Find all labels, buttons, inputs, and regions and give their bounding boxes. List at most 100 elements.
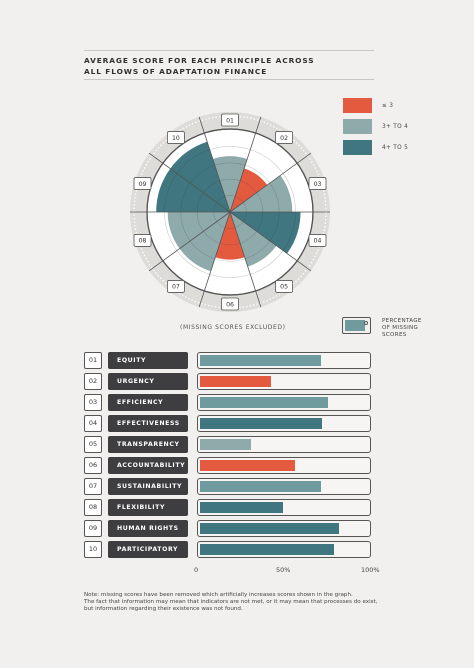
footnote: Note: missing scores have been removed w…: [84, 592, 384, 612]
bar-category-label: TRANSPARENCY: [108, 436, 188, 453]
bar-category-label: FLEXIBILITY: [108, 499, 188, 516]
bar-category-label: HUMAN RIGHTS: [108, 520, 188, 537]
radar-label-box-09: [133, 177, 152, 190]
bar-fill-05: [200, 439, 251, 450]
bar-number-10: 10: [84, 541, 102, 558]
legend-item-low: ≤ 3: [343, 98, 393, 113]
radar-chart: 01 02 03 04 05 06 07 08 09 10: [130, 112, 330, 312]
radar-label-04: 04: [314, 238, 322, 245]
radar-label-box-05: [275, 280, 293, 293]
footnote-line-1: Note: missing scores have been removed w…: [84, 592, 353, 598]
legend-swatch-high: [343, 140, 372, 155]
legend-swatch-mid: [343, 119, 372, 134]
radar-sector-08: [167, 212, 230, 249]
radar-sector-03: [230, 175, 293, 212]
radar-label-02: 02: [280, 135, 288, 142]
top-rule: [84, 50, 374, 51]
radar-sector-09: [156, 168, 230, 212]
radar-sector-05: [230, 212, 277, 267]
axis-label-50: 50%: [276, 566, 291, 574]
bar-number-06: 06: [84, 457, 102, 474]
bar-track: [197, 520, 371, 537]
bar-fill-03: [200, 397, 328, 408]
legend-label-mid: 3+ TO 4: [382, 123, 409, 130]
bar-category-label: PARTICIPATORY: [108, 541, 188, 558]
radar-label-box-08: [133, 234, 152, 247]
radar-label-box-03: [308, 177, 327, 190]
radar-sector-10: [170, 141, 230, 212]
bar-number-08: 08: [84, 499, 102, 516]
radar-label-box-04: [308, 234, 327, 247]
bar-fill-02: [200, 376, 272, 387]
radar-label-box-01: [221, 113, 239, 127]
footnote-line-2: The fact that information may mean that …: [84, 598, 378, 605]
radar-label-06: 06: [226, 301, 234, 308]
bar-number-01: 01: [84, 352, 102, 369]
bar-category-label: ACCOUNTABILITY: [108, 457, 188, 474]
bar-number-09: 09: [84, 520, 102, 537]
title-line-2: ALL FLOWS OF ADAPTATION FINANCE: [84, 66, 268, 76]
bar-track: [197, 436, 371, 453]
radar-label-box-10: [167, 131, 185, 144]
bar-track: [197, 457, 371, 474]
bar-fill-10: [200, 544, 335, 555]
radar-label-box-07: [167, 280, 185, 293]
bar-number-04: 04: [84, 415, 102, 432]
missing-scores-note: (MISSING SCORES EXCLUDED): [180, 324, 286, 331]
percentage-legend-marker: [364, 321, 368, 325]
footnote-line-3: but information regarding their existenc…: [84, 605, 243, 612]
bar-track: [197, 541, 371, 558]
bar-number-02: 02: [84, 373, 102, 390]
bar-fill-07: [200, 481, 321, 492]
radar-label-01: 01: [226, 117, 234, 124]
radar-sector-02: [230, 168, 268, 212]
bar-fill-01: [200, 355, 321, 366]
radar-label-09: 09: [139, 181, 147, 188]
chart-title: AVERAGE SCORE FOR EACH PRINCIPLE ACROSS …: [84, 56, 376, 77]
title-rule: [84, 79, 374, 80]
radar-label-03: 03: [314, 181, 322, 188]
radar-sector-07: [179, 212, 230, 272]
legend-label-low: ≤ 3: [382, 102, 394, 109]
bar-category-label: EFFICIENCY: [108, 394, 188, 411]
bar-number-05: 05: [84, 436, 102, 453]
bar-category-label: URGENCY: [108, 373, 188, 390]
bar-track: [197, 415, 371, 432]
axis-label-0: 0: [194, 566, 199, 574]
percentage-legend-line-1: PERCENTAGE: [382, 318, 422, 324]
bar-track: [197, 352, 371, 369]
radar-border: [146, 128, 314, 296]
radar-sector-01: [212, 156, 248, 212]
legend-swatch-low: [343, 98, 372, 113]
radar-sector-04: [230, 212, 301, 254]
radar-label-05: 05: [280, 284, 288, 291]
percentage-legend-line-3: SCORES: [382, 331, 407, 338]
legend-item-mid: 3+ TO 4: [343, 119, 408, 134]
percentage-legend-box: [342, 317, 371, 334]
title-line-1: AVERAGE SCORE FOR EACH PRINCIPLE ACROSS: [84, 56, 315, 65]
bar-fill-06: [200, 460, 296, 471]
bar-fill-04: [200, 418, 323, 429]
bar-track: [197, 499, 371, 516]
bar-number-07: 07: [84, 478, 102, 495]
radar-label-box-06: [221, 297, 239, 311]
legend-item-high: 4+ TO 5: [343, 140, 408, 155]
axis-label-100: 100%: [361, 566, 380, 574]
radar-label-10: 10: [172, 135, 180, 142]
percentage-legend-line-2: OF MISSING: [382, 324, 419, 331]
bar-track: [197, 394, 371, 411]
radar-label-box-02: [275, 131, 293, 144]
bar-number-03: 03: [84, 394, 102, 411]
bar-category-label: EQUITY: [108, 352, 188, 369]
radar-label-07: 07: [172, 284, 180, 291]
percentage-legend-fill: [345, 320, 365, 331]
bar-fill-09: [200, 523, 340, 534]
bar-category-label: SUSTAINABILITY: [108, 478, 188, 495]
bar-category-label: EFFECTIVENESS: [108, 415, 188, 432]
radar-label-08: 08: [139, 238, 147, 245]
bar-fill-08: [200, 502, 284, 513]
bar-track: [197, 373, 371, 390]
percentage-legend-label: PERCENTAGE OF MISSING SCORES: [382, 318, 452, 338]
legend-label-high: 4+ TO 5: [382, 144, 409, 151]
radar-sector-06: [215, 212, 245, 260]
